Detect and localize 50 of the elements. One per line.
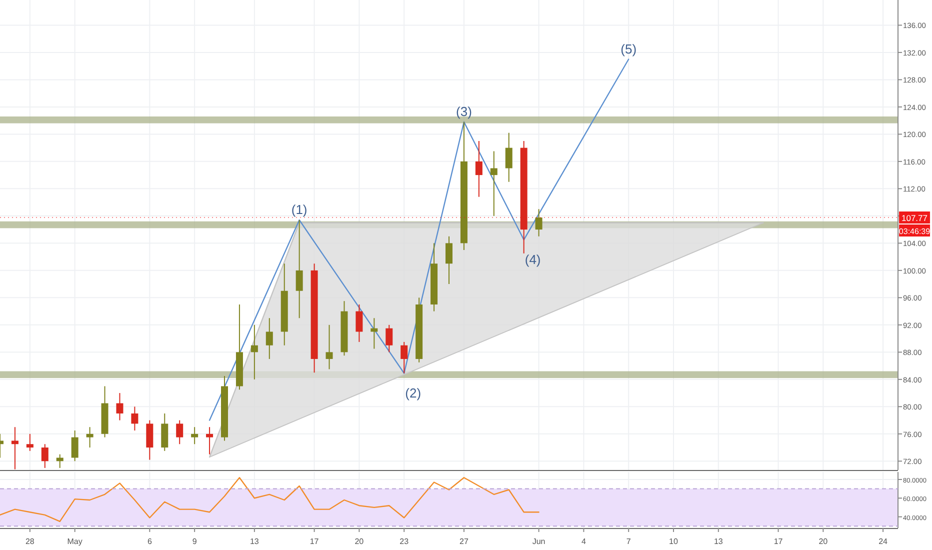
- x-tick-label: Jun: [532, 537, 546, 546]
- x-tick-label: 23: [400, 537, 410, 546]
- candlestick: [41, 444, 48, 468]
- candlestick: [250, 324, 258, 380]
- candlestick: [475, 140, 482, 198]
- candlestick: [71, 430, 78, 462]
- x-tick-label: 13: [714, 537, 724, 546]
- x-tick-label: 17: [774, 537, 784, 546]
- candlestick: [356, 304, 363, 342]
- candlestick: [56, 454, 64, 468]
- candlestick: [86, 426, 94, 448]
- candlestick: [191, 426, 198, 445]
- candlestick: [266, 318, 273, 360]
- x-tick-label: 24: [878, 537, 888, 546]
- annotation: (5): [620, 41, 637, 56]
- candlestick: [296, 220, 303, 319]
- candlestick: [116, 392, 124, 421]
- candlestick: [505, 132, 512, 182]
- candlestick: [26, 433, 34, 452]
- x-tick-label: 7: [626, 537, 632, 546]
- annotation: (2): [405, 385, 422, 400]
- annotation: (1): [291, 202, 308, 218]
- candlestick: [446, 236, 452, 285]
- candlestick: [386, 324, 393, 353]
- x-tick-label: 9: [192, 537, 198, 546]
- candlestick: [161, 412, 168, 452]
- line-series: [0, 477, 540, 522]
- candlestick: [131, 406, 138, 431]
- x-tick-label: 20: [354, 537, 364, 546]
- x-tick-label: 10: [669, 537, 678, 546]
- candlestick: [326, 324, 333, 370]
- x-tick-label: 13: [250, 537, 260, 546]
- annotation: (3): [456, 104, 472, 119]
- candlestick: [206, 426, 214, 455]
- annotation: (4): [524, 252, 541, 267]
- candlestick: [11, 426, 18, 470]
- candlestick: [176, 420, 184, 445]
- x-tick-label: 6: [147, 537, 152, 546]
- x-tick-label: 4: [581, 537, 586, 546]
- ref-line-label: 107.77: [902, 212, 928, 223]
- x-tick-label: May: [67, 537, 82, 546]
- candlestick: [490, 150, 498, 216]
- candlestick: [535, 208, 542, 237]
- x-tick-label: 27: [460, 537, 469, 546]
- candlestick: [400, 341, 408, 374]
- x-tick-label: 17: [310, 537, 320, 546]
- line-series: [208, 58, 630, 421]
- candlestick: [146, 420, 154, 460]
- x-tick-label: 28: [25, 537, 35, 546]
- x-tick-label: 20: [818, 537, 828, 546]
